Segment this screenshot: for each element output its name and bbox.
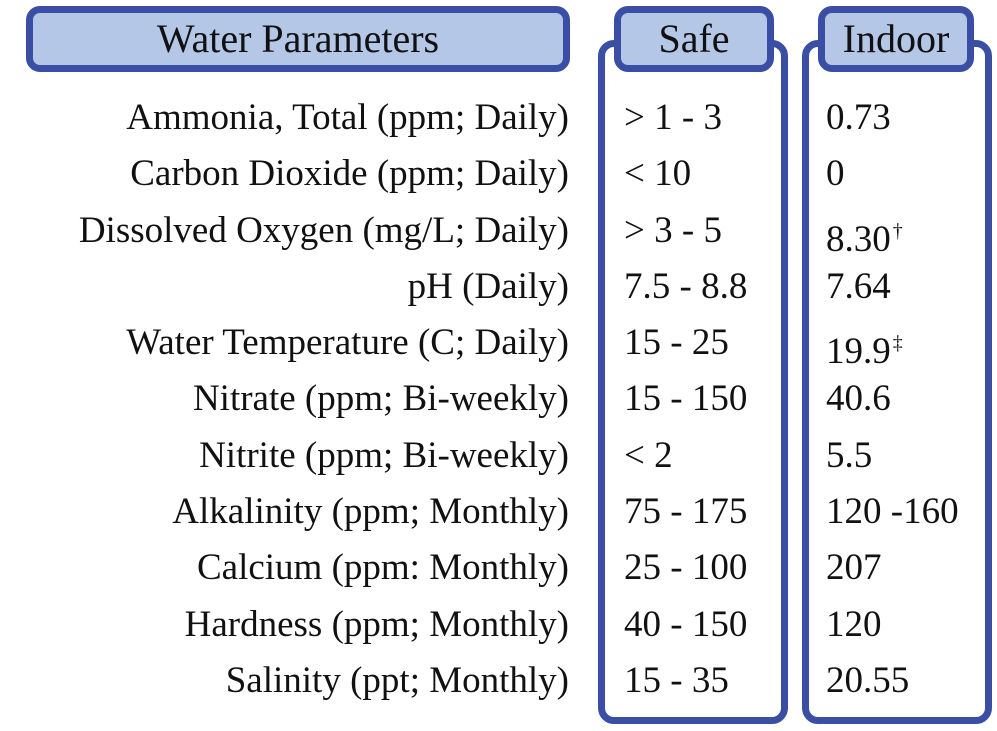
indoor-value: 120	[826, 597, 882, 653]
safe-range: 15 - 25	[624, 322, 729, 364]
table-row: Salinity (ppt; Monthly) 15 - 35 20.55	[0, 653, 997, 709]
parameter-name: Dissolved Oxygen (mg/L; Daily)	[78, 209, 569, 251]
footnote-marker: †	[892, 219, 903, 242]
table-row: Nitrate (ppm; Bi-weekly) 15 - 150 40.6	[0, 371, 997, 427]
table-row: Calcium (ppm: Monthly) 25 - 100 207	[0, 540, 997, 596]
indoor-value: 207	[826, 540, 882, 596]
indoor-value-text: 0	[826, 153, 845, 195]
parameter-name: Calcium (ppm: Monthly)	[196, 547, 569, 589]
indoor-value-text: 120 -160	[826, 491, 959, 533]
table-row: Ammonia, Total (ppm; Daily) > 1 - 3 0.73	[0, 90, 997, 146]
footnote-marker: ‡	[892, 332, 903, 355]
indoor-value-text: 207	[826, 547, 882, 589]
indoor-header-label: Indoor	[842, 16, 950, 61]
safe-header: Safe	[614, 6, 774, 72]
table-row: Carbon Dioxide (ppm; Daily) < 10 0	[0, 146, 997, 202]
indoor-value-text: 120	[826, 603, 882, 645]
parameter-name: Carbon Dioxide (ppm; Daily)	[130, 153, 569, 195]
indoor-value: 0	[826, 146, 845, 202]
indoor-value: 40.6	[826, 371, 891, 427]
safe-range: 15 - 35	[624, 659, 729, 701]
water-parameters-header-label: Water Parameters	[156, 16, 440, 61]
safe-range: 7.5 - 8.8	[624, 265, 748, 307]
indoor-value-text: 5.5	[826, 434, 873, 476]
safe-range: > 1 - 3	[624, 97, 722, 138]
indoor-value-text: 7.64	[826, 265, 891, 307]
indoor-value-text: 20.55	[826, 659, 910, 701]
indoor-value-text: 19.9	[826, 331, 891, 373]
safe-header-label: Safe	[658, 16, 730, 61]
indoor-header: Indoor	[818, 6, 974, 72]
indoor-value: 5.5	[826, 428, 872, 484]
table-row: Hardness (ppm; Monthly) 40 - 150 120	[0, 597, 997, 653]
indoor-value: 7.64	[826, 259, 891, 315]
parameter-name: Water Temperature (C; Daily)	[126, 322, 569, 364]
indoor-value: 19.9 ‡	[826, 315, 903, 380]
parameter-table: Ammonia, Total (ppm; Daily) > 1 - 3 0.73 Ca…	[0, 90, 997, 709]
safe-range: > 3 - 5	[624, 209, 722, 251]
safe-range: < 2	[624, 434, 673, 476]
safe-range: 25 - 100	[624, 547, 748, 589]
table-row: Nitrite (ppm; Bi-weekly) < 2 5.5	[0, 428, 997, 484]
safe-range: 15 - 150	[624, 378, 748, 420]
parameter-name: Nitrate (ppm; Bi-weekly)	[192, 378, 569, 420]
table-row: Water Temperature (C; Daily) 15 - 25 19.9 ‡	[0, 315, 997, 372]
indoor-value-text: 0.73	[826, 97, 891, 138]
parameter-name: Ammonia, Total (ppm; Daily)	[126, 97, 569, 138]
water-parameters-header: Water Parameters	[26, 6, 570, 72]
parameter-name: Salinity (ppt; Monthly)	[225, 659, 569, 701]
parameter-name: Nitrite (ppm; Bi-weekly)	[199, 434, 569, 476]
indoor-value-text: 40.6	[826, 378, 891, 420]
indoor-value: 120 -160	[826, 484, 959, 540]
table-row: Dissolved Oxygen (mg/L; Daily) > 3 - 5 8.3…	[0, 203, 997, 260]
indoor-value: 0.73	[826, 90, 891, 146]
parameter-name: Hardness (ppm; Monthly)	[184, 603, 569, 645]
indoor-value-text: 8.30	[826, 218, 891, 260]
safe-range: < 10	[624, 153, 692, 195]
parameter-name: pH (Daily)	[407, 265, 569, 307]
table-row: pH (Daily) 7.5 - 8.8 7.64	[0, 259, 997, 315]
safe-range: 40 - 150	[624, 603, 748, 645]
parameter-name: Alkalinity (ppm; Monthly)	[172, 491, 569, 533]
table-row: Alkalinity (ppm; Monthly) 75 - 175 120 -16…	[0, 484, 997, 540]
indoor-value: 20.55	[826, 653, 909, 709]
indoor-value: 8.30 †	[826, 203, 903, 268]
safe-range: 75 - 175	[624, 491, 748, 533]
